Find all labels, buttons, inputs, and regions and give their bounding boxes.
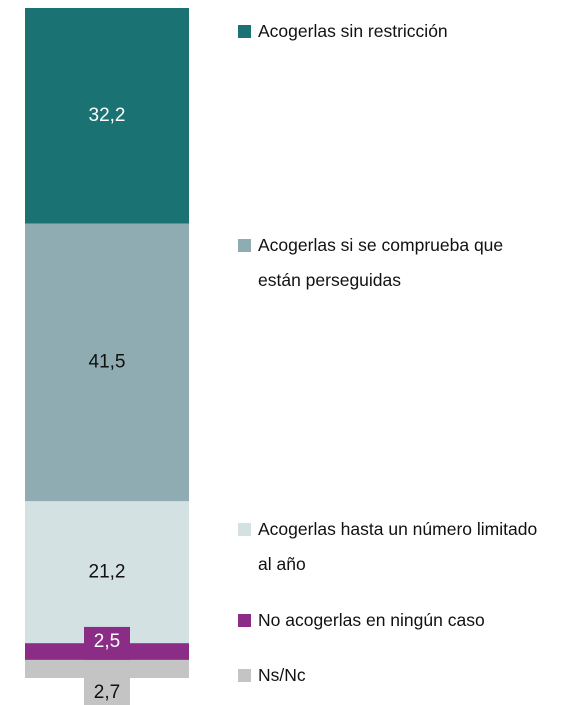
legend-swatch xyxy=(238,614,251,627)
bar-segment xyxy=(25,223,189,502)
legend-label: Ns/Nc xyxy=(258,665,306,685)
value-label: 41,5 xyxy=(89,351,126,372)
value-label: 2,7 xyxy=(94,682,120,703)
legend-item: No acogerlas en ningún caso xyxy=(238,603,548,638)
bar-segment xyxy=(25,8,189,224)
legend-item: Acogerlas sin restricción xyxy=(238,14,548,49)
label-box xyxy=(84,626,130,660)
legend-label: Acogerlas hasta un número limitado al añ… xyxy=(258,519,538,574)
legend-swatch xyxy=(238,239,251,252)
value-label: 32,2 xyxy=(89,105,126,126)
legend-label: Acogerlas si se comprueba que están pers… xyxy=(258,235,504,290)
bar-segment xyxy=(25,659,189,678)
value-label: 21,2 xyxy=(89,561,126,582)
legend-item: Acogerlas si se comprueba que están pers… xyxy=(238,228,548,298)
legend-swatch xyxy=(238,523,251,536)
legend-swatch xyxy=(238,25,251,38)
legend-label: Acogerlas sin restricción xyxy=(258,21,448,41)
legend-swatch xyxy=(238,669,251,682)
value-label: 2,5 xyxy=(94,631,120,652)
legend-item: Ns/Nc xyxy=(238,658,548,693)
legend-label: No acogerlas en ningún caso xyxy=(258,610,485,630)
label-box xyxy=(84,678,130,705)
bar-segment xyxy=(25,501,189,644)
legend-item: Acogerlas hasta un número limitado al añ… xyxy=(238,512,548,582)
